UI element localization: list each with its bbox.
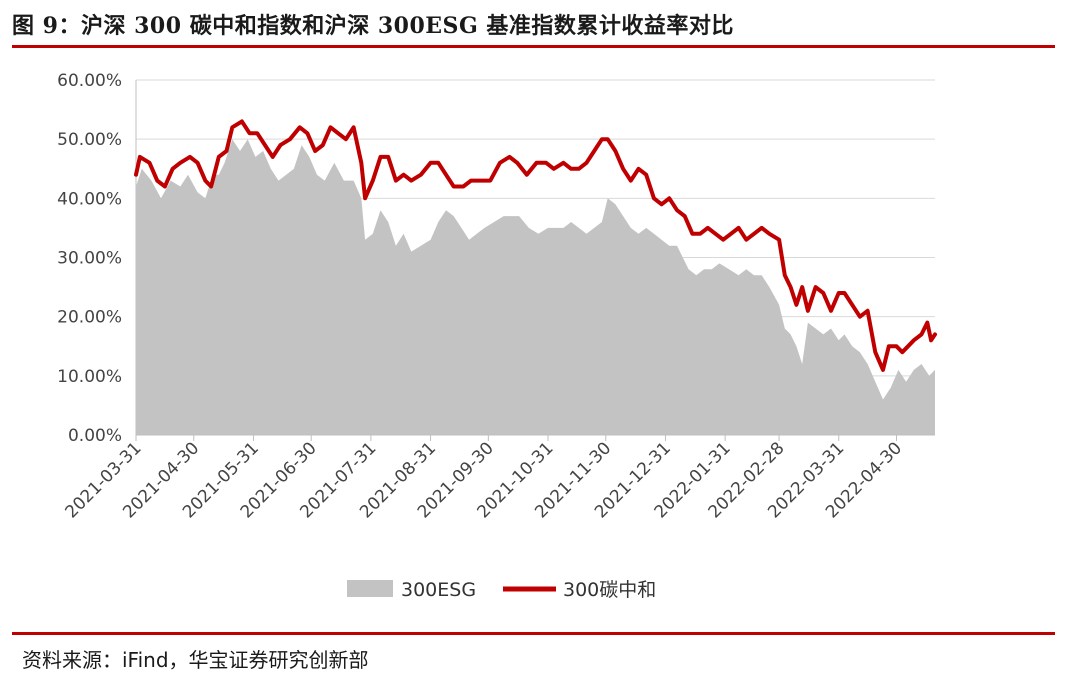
legend: 300ESG 300碳中和 [347,579,656,601]
legend-label-300esg: 300ESG [401,579,476,601]
y-axis: 0.00% 10.00% 20.00% 30.00% 40.00% 50.00% 60.00… [57,71,137,446]
y-tick-label: 40.00% [57,189,122,209]
top-rule [12,45,1055,48]
bottom-rule [12,632,1055,635]
y-tick-label: 50.00% [57,130,122,150]
series-area-300esg [136,139,935,435]
figure-title: 图 9：沪深 300 碳中和指数和沪深 300ESG 基准指数累计收益率对比 [12,13,734,39]
x-axis: 2021-03-312021-04-302021-05-312021-06-30… [62,434,935,522]
legend-label-300-carbon-neutral: 300碳中和 [563,579,656,601]
y-tick-label: 20.00% [57,308,122,328]
legend-swatch-300esg [347,580,393,597]
y-tick-label: 60.00% [57,71,122,91]
cumulative-return-chart: 0.00% 10.00% 20.00% 30.00% 40.00% 50.00% 60.00… [57,71,937,601]
y-tick-label: 0.00% [68,426,122,446]
series-line-300-carbon-neutral [134,119,937,372]
y-tick-label: 30.00% [57,249,122,269]
plot-area [134,119,937,435]
y-tick-label: 10.00% [57,367,122,387]
source-note: 资料来源：iFind，华宝证券研究创新部 [22,648,369,672]
